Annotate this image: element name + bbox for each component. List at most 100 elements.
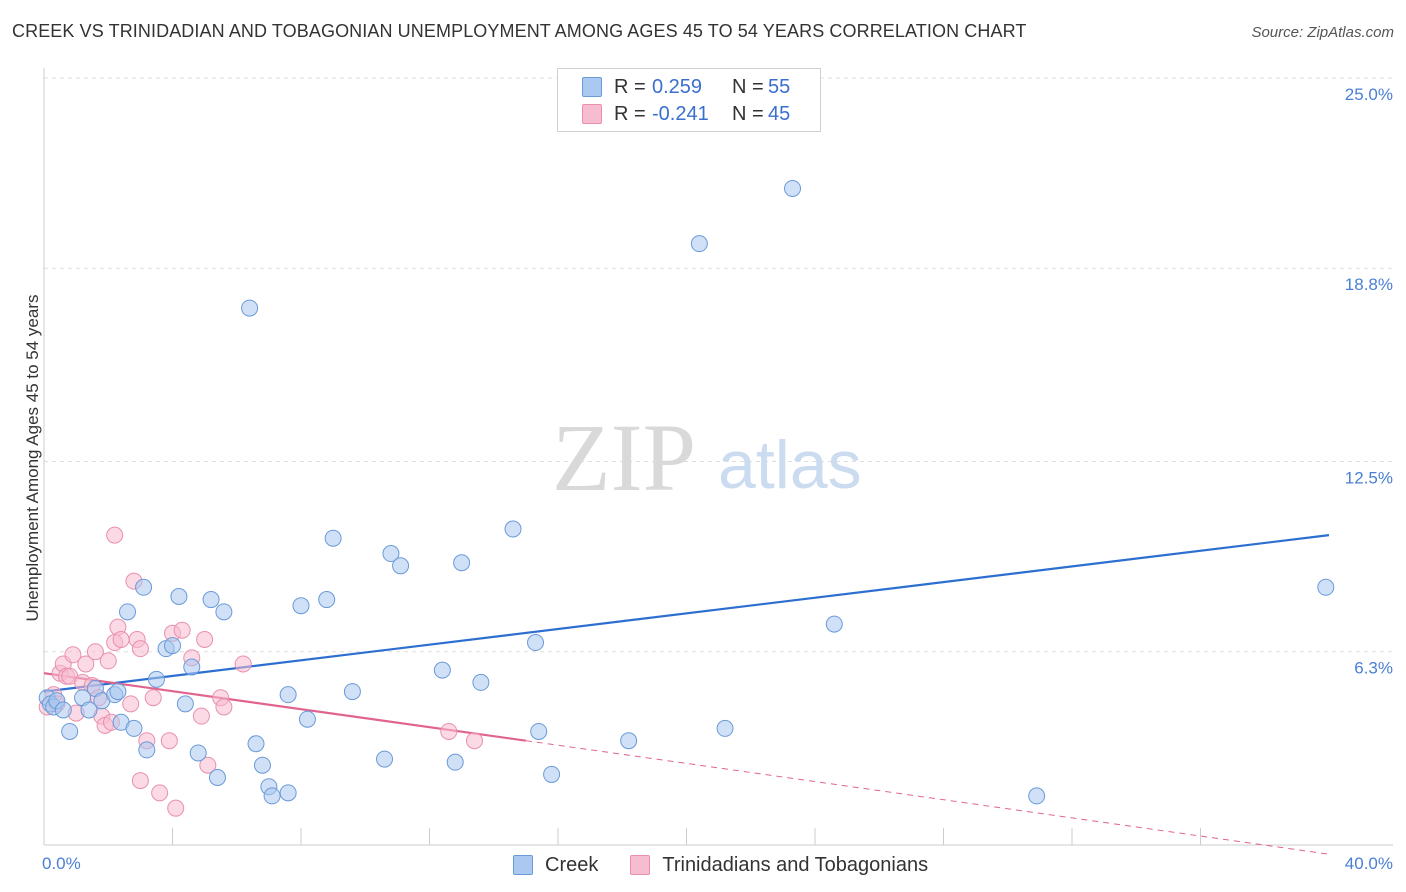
creek-point <box>215 603 233 621</box>
tt-point <box>86 643 104 661</box>
stats-legend: R = 0.259 N = 55 R = -0.241 N = 45 <box>557 68 821 132</box>
creek-point <box>208 769 226 787</box>
y-tick-label: 18.8% <box>1345 275 1393 294</box>
legend-item-trinidadian[interactable]: Trinidadians and Tobagonians <box>630 854 928 877</box>
creek-point <box>318 591 336 609</box>
tt-point <box>131 640 149 658</box>
tt-point <box>151 784 169 802</box>
watermark-atlas: atlas <box>718 427 862 503</box>
creek-swatch <box>513 855 533 875</box>
creek-point <box>324 529 342 547</box>
legend-row-creek: R = 0.259 N = 55 <box>582 74 790 100</box>
n-value: 55 <box>768 75 791 98</box>
r-label: R = <box>614 102 646 125</box>
creek-point <box>61 722 79 740</box>
creek-point <box>279 784 297 802</box>
tt-swatch <box>630 855 651 875</box>
tt-point <box>160 732 178 750</box>
creek-point <box>135 578 153 596</box>
series-legend: Creek Trinidadians and Tobagonians <box>513 852 960 878</box>
chart-title: CREEK VS TRINIDADIAN AND TOBAGONIAN UNEM… <box>12 21 1027 41</box>
tt-point <box>196 630 214 648</box>
creek-point <box>80 701 98 719</box>
creek-point <box>530 722 548 740</box>
creek-point <box>527 634 545 652</box>
tt-point <box>440 722 458 740</box>
creek-point <box>343 683 361 701</box>
tt-point <box>192 707 210 725</box>
creek-point <box>382 545 400 563</box>
y-axis-title: Unemployment Among Ages 45 to 54 years <box>23 295 42 622</box>
source-credit: Source: ZipAtlas.com <box>1251 24 1394 41</box>
legend-item-creek[interactable]: Creek <box>513 854 598 877</box>
creek-point <box>247 735 265 753</box>
watermark-zip: ZIP <box>552 404 696 511</box>
tt-point <box>64 646 82 664</box>
tt-point <box>106 526 124 544</box>
creek-point <box>202 591 220 609</box>
tt-point <box>465 732 483 750</box>
x-tick-label: 0.0% <box>42 854 81 873</box>
creek-point <box>263 787 281 805</box>
creek-point <box>119 603 137 621</box>
creek-point <box>392 557 410 575</box>
tt-point <box>234 655 252 673</box>
tt-point <box>77 655 95 673</box>
creek-point <box>784 179 802 197</box>
tt-point <box>173 621 191 639</box>
tt-point <box>112 630 130 648</box>
r-label: R = <box>614 75 646 98</box>
r-value: 0.259 <box>652 75 703 98</box>
creek-point <box>543 765 561 783</box>
creek-point <box>453 554 471 572</box>
creek-point <box>690 235 708 253</box>
legend-row-trinidadian: R = -0.241 N = 45 <box>582 101 790 127</box>
creek-point <box>620 732 638 750</box>
tt-swatch <box>582 104 602 124</box>
creek-point <box>147 670 165 688</box>
tt-point <box>167 799 185 817</box>
creek-point <box>54 701 72 719</box>
legend-label-creek: Creek <box>545 853 599 876</box>
creek-point <box>504 520 522 538</box>
tt-point <box>199 756 217 774</box>
n-value: 45 <box>768 102 791 125</box>
r-value: -0.241 <box>652 102 709 125</box>
creek-point <box>1028 787 1046 805</box>
tt-point <box>122 695 140 713</box>
grid-layer <box>44 77 1393 653</box>
points-layer <box>38 179 1335 817</box>
creek-point <box>125 719 143 737</box>
legend-label-trinidadian: Trinidadians and Tobagonians <box>662 853 929 876</box>
tt-trend-extension <box>525 740 1330 855</box>
creek-point <box>253 756 271 774</box>
creek-point <box>716 719 734 737</box>
trend-layer <box>43 534 1330 855</box>
creek-point <box>109 683 127 701</box>
n-label: N = <box>732 102 764 125</box>
creek-point <box>433 661 451 679</box>
creek-point <box>472 673 490 691</box>
creek-point <box>279 686 297 704</box>
n-label: N = <box>732 75 764 98</box>
creek-point <box>298 710 316 728</box>
y-tick-label: 12.5% <box>1345 469 1393 488</box>
creek-point <box>241 299 259 317</box>
creek-point <box>825 615 843 633</box>
tt-point <box>215 698 233 716</box>
x-tick-label: 40.0% <box>1345 854 1393 873</box>
creek-point <box>176 695 194 713</box>
creek-point <box>170 587 188 605</box>
creek-point <box>1317 578 1335 596</box>
creek-point <box>138 741 156 759</box>
y-tick-label: 25.0% <box>1345 85 1393 104</box>
creek-trend-line <box>43 534 1330 693</box>
tt-point <box>131 772 149 790</box>
creek-point <box>292 597 310 615</box>
creek-point <box>376 750 394 768</box>
axes-layer <box>43 68 1393 846</box>
labels-layer: 6.3% 12.5% 18.8% 25.0% 0.0% 40.0% <box>42 85 1393 873</box>
y-tick-label: 6.3% <box>1354 659 1393 678</box>
creek-swatch <box>582 77 602 97</box>
